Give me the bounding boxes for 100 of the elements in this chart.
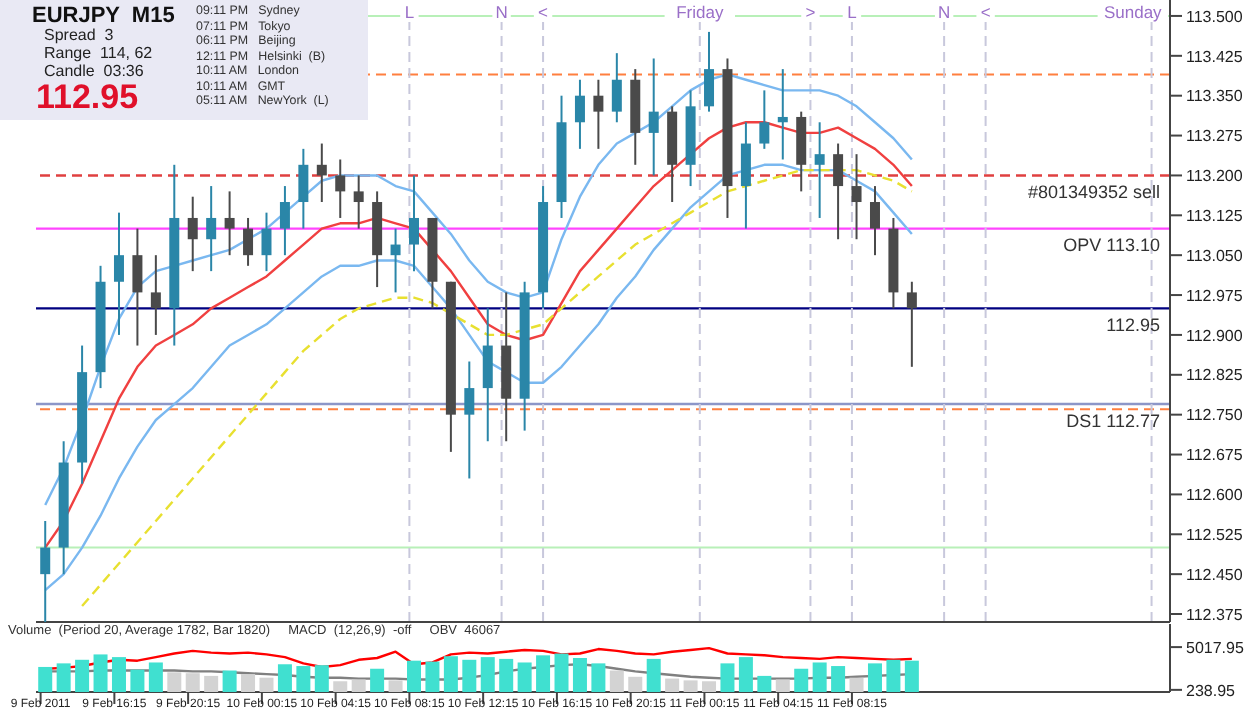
- y-tick-label: 112.375: [1186, 605, 1244, 624]
- y-tick-label: 113.200: [1186, 167, 1244, 186]
- candlestick: [833, 142, 844, 241]
- bar: [702, 681, 717, 692]
- bar: [277, 664, 292, 692]
- bar: [333, 681, 348, 692]
- candlestick: [243, 216, 254, 267]
- bar: [204, 675, 219, 692]
- candlestick: [574, 78, 585, 150]
- candlestick: [611, 52, 622, 124]
- bar: [665, 678, 680, 692]
- candlestick: [869, 185, 880, 257]
- ref-line-label: <: [538, 2, 549, 22]
- bar: [499, 658, 514, 692]
- y-tick-label: 113.125: [1186, 206, 1244, 225]
- candlestick: [279, 185, 290, 257]
- bar: [75, 659, 90, 692]
- ref-line-label: L: [404, 2, 415, 22]
- y-tick-label: 238.95: [1186, 681, 1237, 700]
- bar: [720, 663, 735, 692]
- bar: [443, 656, 458, 692]
- bar: [148, 662, 163, 692]
- y-tick-label: 113.350: [1186, 87, 1244, 106]
- candlestick: [593, 78, 604, 150]
- bar: [388, 680, 403, 692]
- chart-title: EURJPY M15: [32, 4, 175, 28]
- annotation: Range 114, 62: [44, 44, 153, 62]
- y-tick-label: 113.425: [1186, 47, 1244, 66]
- bar: [775, 679, 790, 692]
- bar: [517, 662, 532, 692]
- candlestick: [482, 307, 493, 443]
- y-tick-label: 112.825: [1186, 366, 1244, 385]
- bar: [738, 657, 753, 692]
- bar: [314, 665, 329, 692]
- candlestick: [464, 360, 475, 480]
- candlestick: [261, 211, 272, 273]
- candlestick: [150, 254, 161, 336]
- bar: [241, 674, 256, 692]
- bar: [425, 661, 440, 692]
- bar: [591, 663, 606, 692]
- y-tick-label: 112.975: [1186, 286, 1244, 305]
- bar: [849, 677, 864, 692]
- bar: [683, 680, 698, 692]
- bar: [185, 673, 200, 692]
- bar: [462, 659, 477, 692]
- bar: [56, 663, 71, 692]
- bar: [167, 672, 182, 692]
- bar: [93, 654, 108, 692]
- candlestick: [740, 121, 751, 230]
- bar: [812, 662, 827, 692]
- bar: [296, 666, 311, 692]
- candlestick: [390, 227, 401, 294]
- candlestick: [316, 142, 327, 204]
- ref-line-label: Sunday: [1103, 2, 1164, 22]
- candlestick: [851, 153, 862, 241]
- ref-line-label: OPV 113.10: [1063, 235, 1160, 256]
- candlestick: [906, 280, 917, 368]
- bar: [757, 675, 772, 692]
- bar: [794, 668, 809, 692]
- bar: [554, 653, 569, 692]
- y-tick-label: 112.750: [1186, 406, 1244, 425]
- candlestick: [353, 174, 364, 230]
- candlestick: [777, 68, 788, 161]
- candlestick: [187, 195, 198, 273]
- candlestick: [40, 519, 51, 622]
- bar: [609, 670, 624, 692]
- bar: [111, 657, 126, 692]
- bar: [628, 676, 643, 692]
- y-tick-label: 5017.95: [1186, 638, 1245, 657]
- bar: [351, 679, 366, 692]
- bar: [572, 658, 587, 692]
- ref-line-label: #801349352 sell: [1027, 182, 1160, 203]
- bar: [831, 666, 846, 692]
- candlestick: [409, 174, 419, 273]
- y-tick-label: 112.675: [1186, 446, 1244, 465]
- ref-line-label: <: [980, 2, 991, 22]
- candlestick: [206, 185, 217, 273]
- ref-line-label: N: [937, 2, 951, 22]
- y-tick-label: 113.050: [1186, 246, 1244, 265]
- candlestick: [224, 190, 235, 257]
- y-tick-label: 113.500: [1186, 7, 1244, 26]
- bar: [886, 659, 901, 692]
- bar: [646, 658, 661, 692]
- annotation: Candle 03:36: [44, 62, 144, 80]
- y-tick-label: 112.600: [1186, 486, 1244, 505]
- ref-line-label: L: [847, 2, 858, 22]
- candlestick: [759, 89, 770, 150]
- bar: [38, 666, 53, 692]
- bar: [407, 660, 421, 692]
- y-tick-label: 113.275: [1186, 127, 1244, 146]
- candlestick: [796, 110, 807, 193]
- bar: [480, 657, 495, 692]
- bar: [370, 668, 385, 692]
- ref-line-label: Friday: [676, 2, 725, 22]
- ref-line-label: >: [805, 2, 816, 22]
- ref-line-label: DS1 112.77: [1066, 410, 1160, 431]
- candlestick: [704, 30, 715, 113]
- candlestick: [814, 121, 825, 219]
- y-tick-label: 112.450: [1186, 565, 1244, 584]
- y-tick-label: 112.525: [1186, 525, 1244, 544]
